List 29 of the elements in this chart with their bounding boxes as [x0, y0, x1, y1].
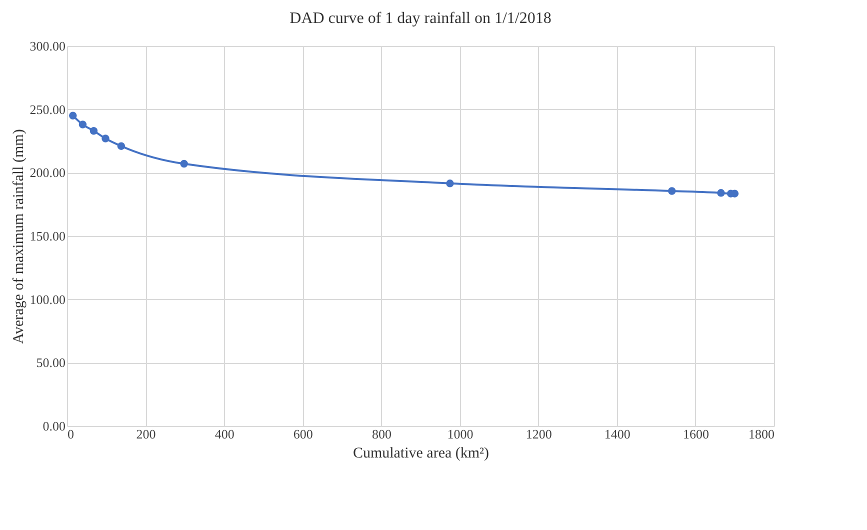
point	[668, 187, 676, 195]
x-tick-label: 600	[293, 426, 313, 442]
x-tick-label: 1800	[748, 426, 774, 442]
x-tick-label: 1000	[447, 426, 474, 442]
x-tick-label: 800	[372, 426, 392, 442]
x-tick-label: 1600	[682, 426, 709, 442]
y-tick-label: 150.00	[30, 228, 66, 244]
y-tick-label: 300.00	[30, 38, 66, 54]
point	[102, 134, 110, 142]
x-tick-label: 0	[68, 426, 74, 442]
y-axis-title: Average of maximum rainfall (mm)	[10, 129, 27, 344]
chart-title: DAD curve of 1 day rainfall on 1/1/2018	[290, 10, 552, 27]
point	[180, 160, 188, 168]
point	[69, 112, 77, 120]
point	[717, 189, 725, 197]
x-tick-label: 200	[136, 426, 156, 442]
y-tick-label: 100.00	[30, 292, 66, 307]
y-tick-label: 50.00	[36, 355, 66, 370]
point	[446, 180, 454, 188]
x-axis-title: Cumulative area (km²)	[352, 446, 490, 462]
x-tick-label: 400	[214, 426, 234, 442]
point	[90, 127, 98, 135]
point	[78, 120, 87, 128]
x-tick-label: 1200	[526, 426, 552, 442]
y-tick-label: 200.00	[30, 165, 66, 180]
y-tick-label: 250.00	[30, 102, 66, 117]
y-tick-label: 0.00	[42, 418, 66, 434]
point	[117, 142, 126, 150]
x-tick-label: 1400	[604, 426, 630, 442]
